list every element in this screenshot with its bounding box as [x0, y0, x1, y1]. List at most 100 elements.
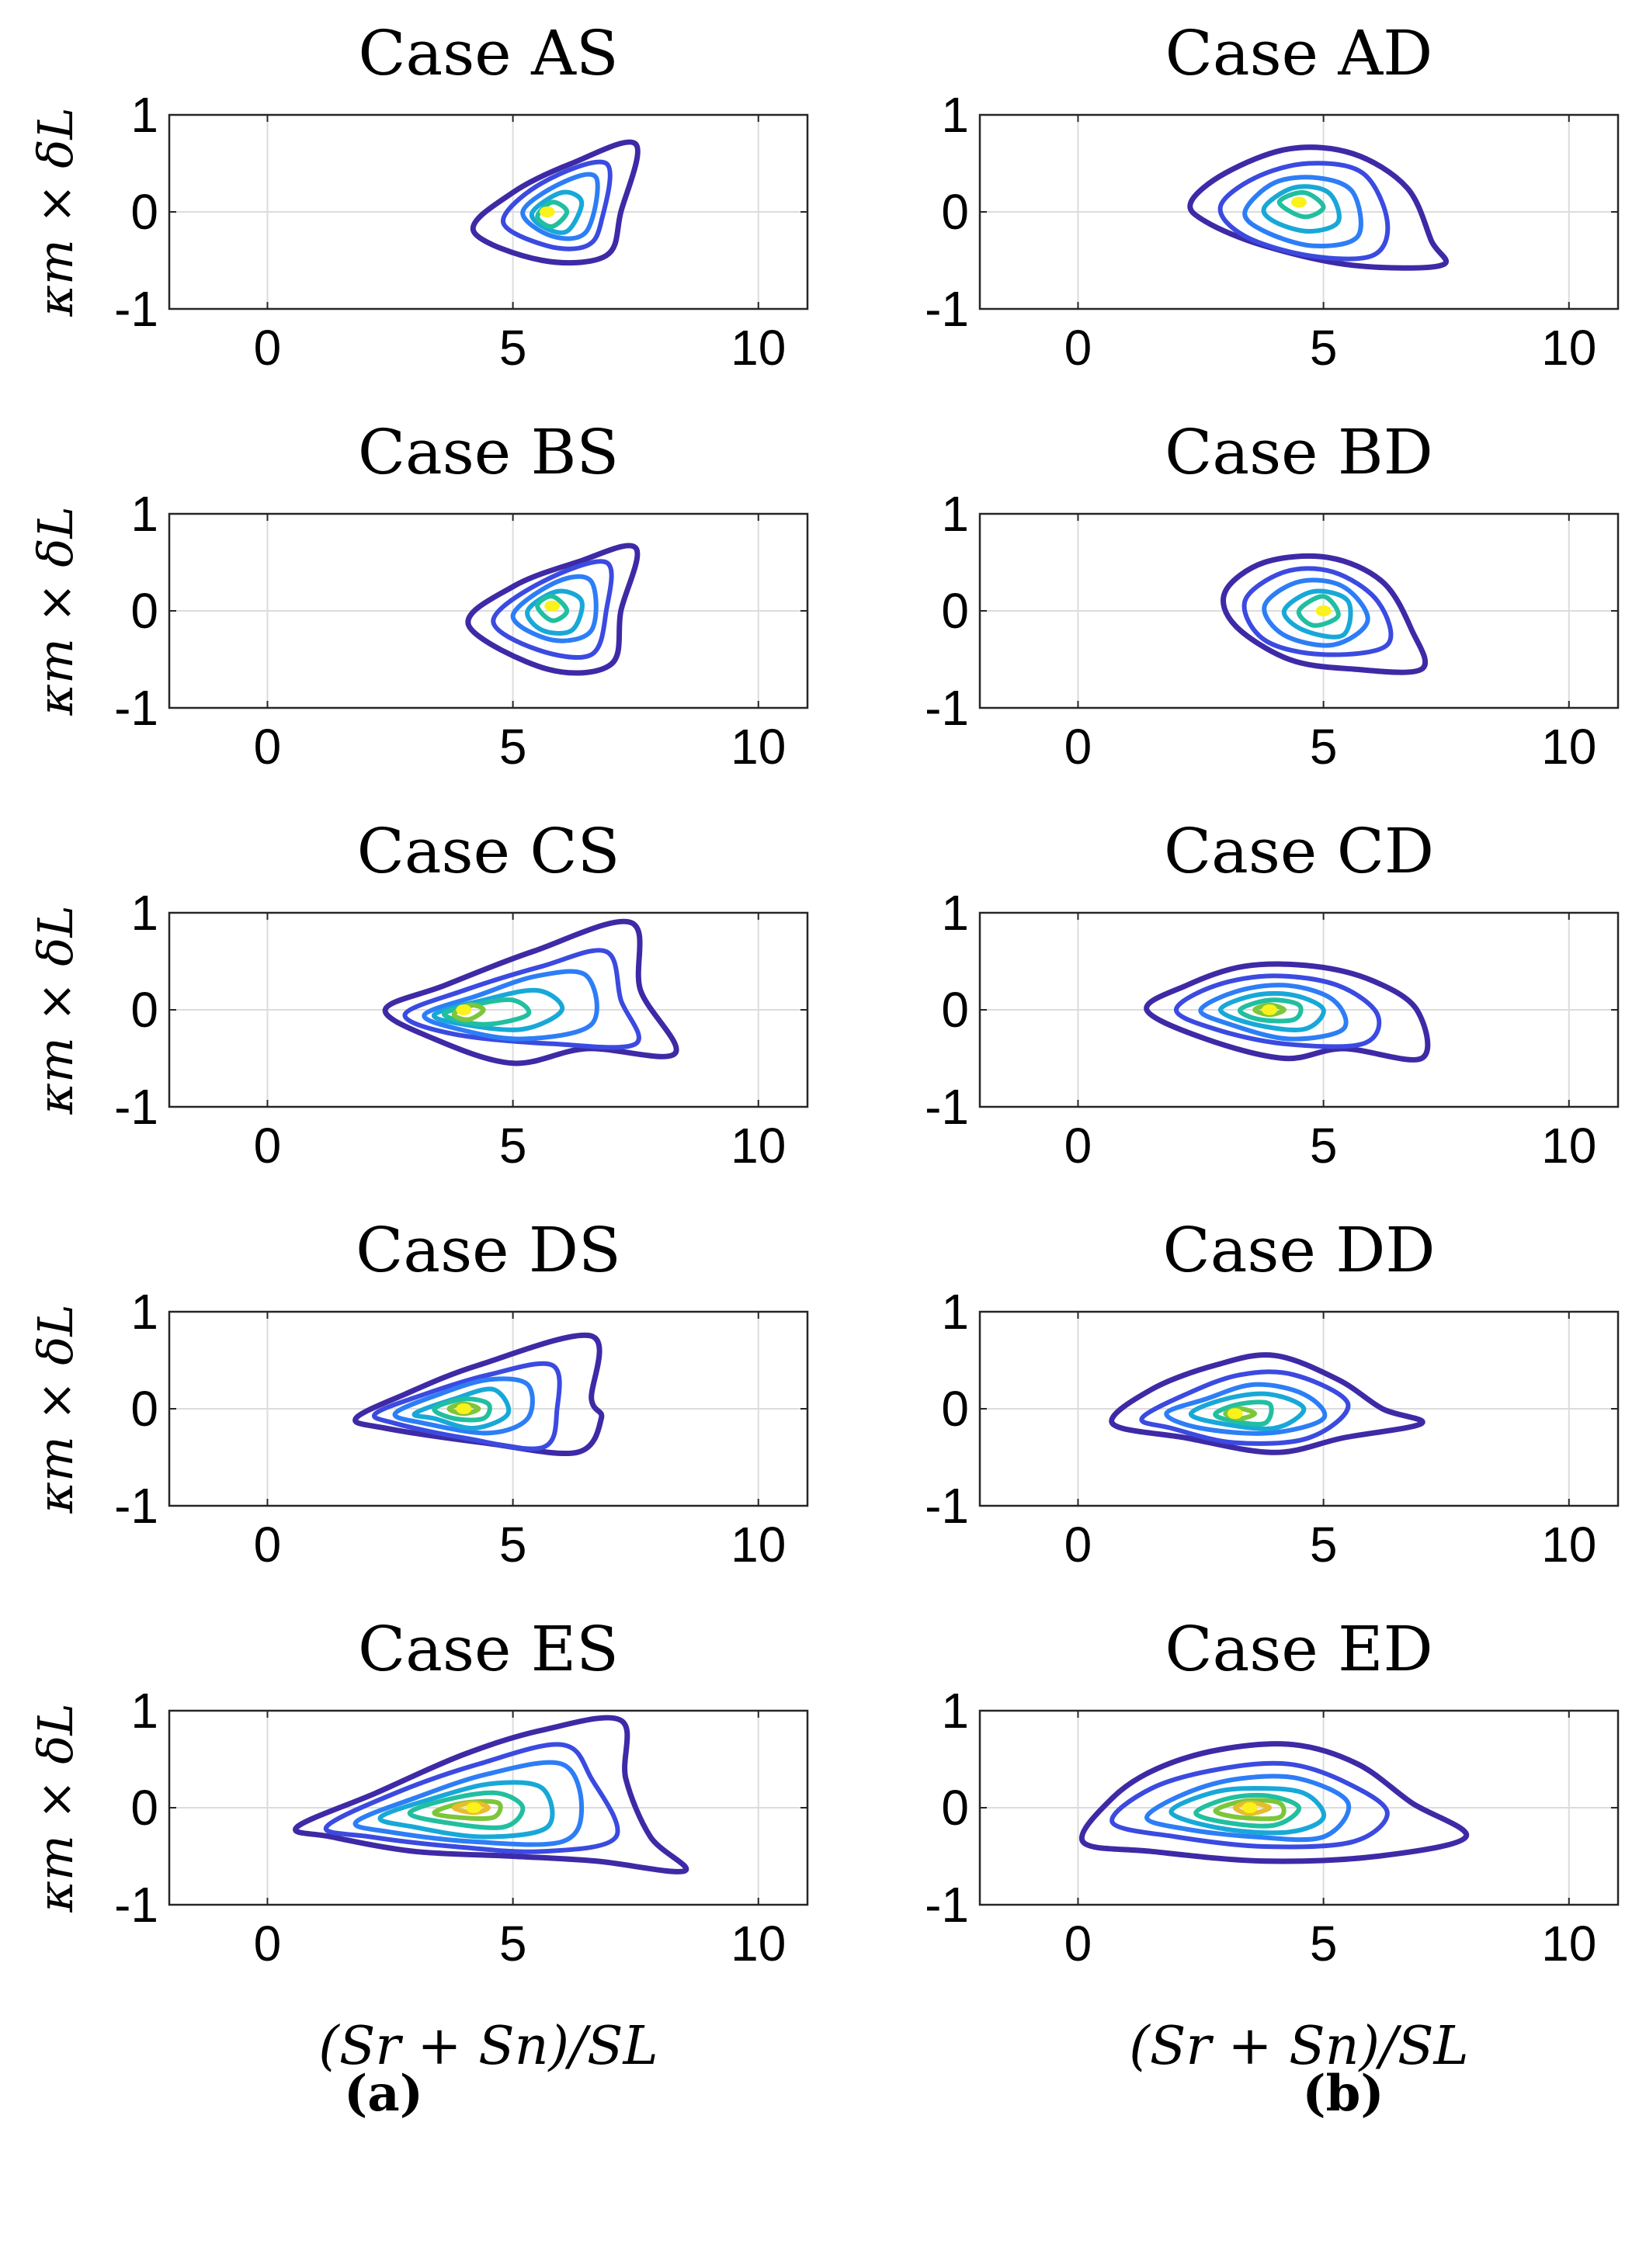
- y-tick-label-case-dd: 1: [941, 1284, 969, 1340]
- x-tick-label-case-dd: 0: [1064, 1517, 1092, 1573]
- contour-level-1-case-cd: [1144, 961, 1431, 1063]
- x-tick-label-case-dd: 5: [1310, 1517, 1338, 1573]
- y-tick-label-case-as: 0: [130, 184, 158, 240]
- title-case-es: Case ES: [358, 1613, 619, 1685]
- x-tick-label-case-bd: 10: [1541, 719, 1596, 775]
- contour-level-2-case-ed: [1109, 1760, 1390, 1850]
- contour-level-1-case-es: [293, 1715, 689, 1874]
- contour-peak-case-dd: [1227, 1408, 1243, 1420]
- contour-level-5-case-bs: [535, 594, 570, 623]
- y-tick-label-case-bs: 1: [130, 486, 158, 542]
- y-tick-label-case-as: -1: [114, 281, 158, 337]
- contour-level-1-case-ds: [352, 1332, 605, 1457]
- contour-level-3-case-bd: [1262, 577, 1370, 648]
- contour-level-2-case-as: [501, 159, 613, 251]
- y-tick-label-case-dd: 0: [941, 1381, 969, 1437]
- y-axis-label-case-cs: κm × δL: [27, 905, 84, 1115]
- y-tick-label-case-ed: 1: [941, 1683, 969, 1739]
- title-case-ed: Case ED: [1165, 1613, 1432, 1685]
- contour-level-4-case-ad: [1261, 184, 1342, 234]
- x-tick-label-case-ad: 10: [1541, 320, 1596, 376]
- y-tick-label-case-ds: -1: [114, 1478, 158, 1534]
- contour-level-2-case-bd: [1241, 566, 1394, 657]
- title-case-ds: Case DS: [356, 1214, 621, 1286]
- contour-level-5-case-cd: [1238, 997, 1304, 1024]
- contour-level-3-case-cs: [422, 969, 599, 1042]
- contour-level-2-case-ad: [1217, 161, 1391, 262]
- contour-level-6-case-ds: [446, 1401, 481, 1417]
- y-tick-label-case-bs: 0: [130, 583, 158, 639]
- contour-level-4-case-as: [529, 189, 585, 235]
- y-tick-label-case-cd: 1: [941, 885, 969, 941]
- contour-level-2-case-cd: [1173, 973, 1382, 1049]
- contour-level-7-case-ed: [1232, 1800, 1273, 1816]
- contour-level-3-case-es: [352, 1760, 585, 1847]
- y-axis-label-case-ds: κm × δL: [27, 1304, 84, 1514]
- contour-level-1-case-bs: [465, 543, 641, 676]
- x-tick-label-case-dd: 10: [1541, 1517, 1596, 1573]
- y-tick-label-case-bd: 1: [941, 486, 969, 542]
- y-tick-label-case-es: 1: [130, 1683, 158, 1739]
- x-tick-label-case-ed: 5: [1310, 1916, 1338, 1971]
- contour-peak-case-es: [466, 1802, 482, 1813]
- y-axis-label-case-es: κm × δL: [27, 1703, 84, 1913]
- y-tick-label-case-cd: 0: [941, 982, 969, 1038]
- y-tick-label-case-cs: 1: [130, 885, 158, 941]
- y-tick-label-case-dd: -1: [925, 1478, 969, 1534]
- contour-level-1-case-cs: [382, 918, 679, 1066]
- x-tick-label-case-cd: 10: [1541, 1118, 1596, 1174]
- contour-level-2-case-bs: [491, 559, 614, 660]
- x-tick-label-case-ed: 0: [1064, 1916, 1092, 1971]
- y-tick-label-case-es: 0: [130, 1780, 158, 1836]
- contour-level-4-case-dd: [1188, 1391, 1307, 1431]
- contour-level-4-case-cs: [432, 987, 565, 1032]
- x-tick-label-case-ds: 0: [254, 1517, 282, 1573]
- x-axis-label-case-es: (Sr + Sn)/SL: [318, 2016, 658, 2077]
- contour-level-7-case-es: [451, 1800, 491, 1815]
- contour-level-3-case-cd: [1198, 983, 1349, 1042]
- x-tick-label-case-ds: 10: [731, 1517, 786, 1573]
- x-tick-label-case-bs: 0: [254, 719, 282, 775]
- contour-level-2-case-es: [323, 1742, 620, 1854]
- y-axis-label-case-bs: κm × δL: [27, 506, 84, 716]
- contour-level-3-case-ad: [1242, 175, 1363, 249]
- title-case-cs: Case CS: [357, 815, 620, 887]
- contour-level-5-case-es: [407, 1790, 526, 1830]
- contour-level-3-case-bs: [510, 574, 599, 643]
- contour-level-2-case-ds: [372, 1361, 562, 1451]
- contour-level-3-case-as: [520, 172, 600, 241]
- contour-level-4-case-ed: [1169, 1786, 1327, 1836]
- y-tick-label-case-bd: 0: [941, 583, 969, 639]
- contour-level-2-case-cs: [402, 948, 641, 1050]
- x-tick-label-case-cd: 5: [1310, 1118, 1338, 1174]
- panel-label-b: (b): [1302, 2065, 1384, 2123]
- title-case-as: Case AS: [358, 17, 618, 89]
- contour-peak-case-as: [539, 206, 555, 217]
- x-tick-label-case-bd: 5: [1310, 719, 1338, 775]
- contour-level-3-case-dd: [1164, 1382, 1328, 1436]
- y-tick-label-case-ad: -1: [925, 281, 969, 337]
- title-case-dd: Case DD: [1162, 1214, 1435, 1286]
- contour-level-5-case-ad: [1276, 189, 1326, 220]
- contour-level-3-case-ds: [392, 1376, 535, 1436]
- x-tick-label-case-cd: 0: [1064, 1118, 1092, 1174]
- y-tick-label-case-as: 1: [130, 87, 158, 143]
- contour-level-5-case-as: [535, 199, 570, 229]
- contour-level-6-case-ed: [1213, 1798, 1287, 1822]
- contour-level-6-case-cd: [1252, 1002, 1287, 1018]
- y-axis-label-case-as: κm × δL: [27, 107, 84, 317]
- x-tick-label-case-as: 10: [731, 320, 786, 376]
- x-tick-label-case-ed: 10: [1541, 1916, 1596, 1971]
- x-tick-label-case-ds: 5: [499, 1517, 527, 1573]
- x-tick-label-case-cs: 0: [254, 1118, 282, 1174]
- y-tick-label-case-cs: -1: [114, 1079, 158, 1135]
- contour-level-4-case-bs: [525, 588, 585, 636]
- title-case-ad: Case AD: [1165, 17, 1433, 89]
- x-tick-label-case-cs: 10: [731, 1118, 786, 1174]
- contour-level-1-case-bd: [1221, 553, 1429, 675]
- contour-level-3-case-ed: [1144, 1774, 1352, 1843]
- y-tick-label-case-cs: 0: [130, 982, 158, 1038]
- contour-level-2-case-dd: [1139, 1369, 1351, 1446]
- y-tick-label-case-es: -1: [114, 1877, 158, 1933]
